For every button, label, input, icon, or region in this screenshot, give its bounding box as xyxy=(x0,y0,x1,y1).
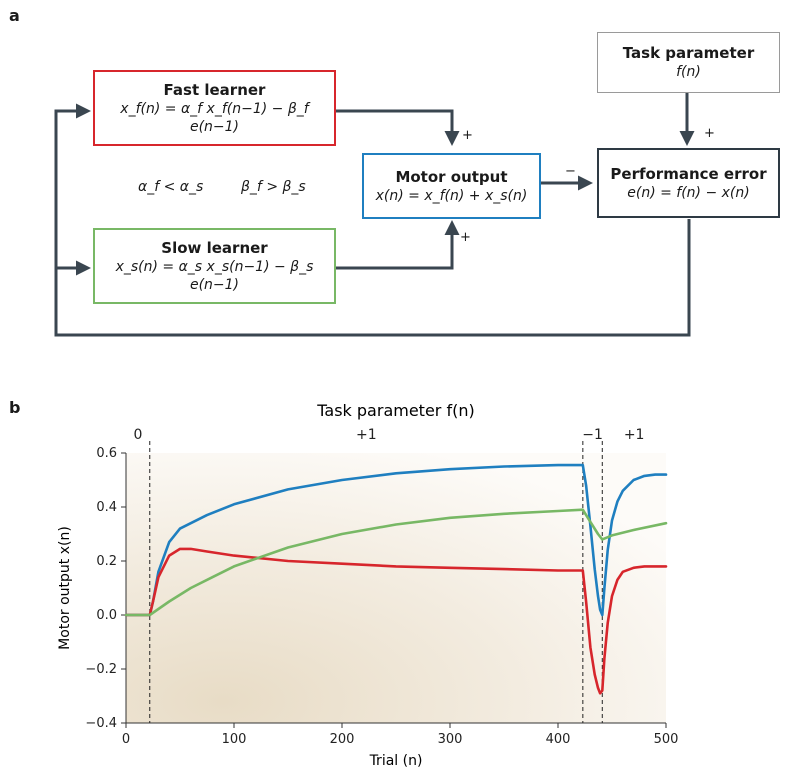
performance-error-title: Performance error xyxy=(610,164,767,183)
fast-learner-box: Fast learner x_f(n) = α_f x_f(n−1) − β_f… xyxy=(93,70,336,146)
task-parameter-box: Task parameter f(n) xyxy=(597,32,780,93)
y-tick-label: 0.0 xyxy=(96,608,117,623)
plot-background xyxy=(126,453,666,723)
phase-label: −1 xyxy=(582,427,603,443)
task-parameter-title: Task parameter xyxy=(622,44,755,62)
x-tick-label: 400 xyxy=(546,732,571,747)
y-tick-label: −0.4 xyxy=(85,716,117,731)
y-tick-label: 0.6 xyxy=(96,446,117,461)
phase-label: +1 xyxy=(624,427,645,443)
fast-to-motor-arrow xyxy=(336,109,460,146)
x-axis-label: Trial (n) xyxy=(369,753,423,769)
series-line-slow xyxy=(124,508,668,617)
y-axis-label: Motor output x(n) xyxy=(57,526,73,650)
series-line-total xyxy=(124,463,668,617)
motor-output-equation: x(n) = x_f(n) + x_s(n) xyxy=(375,187,528,204)
fast-plus-sign: + xyxy=(462,128,473,143)
slow-plus-sign: + xyxy=(460,230,471,245)
x-tick-label: 500 xyxy=(654,732,679,747)
y-tick-label: −0.2 xyxy=(85,662,117,677)
alpha-relation: α_f < α_s xyxy=(138,179,204,195)
slow-learner-equation: x_s(n) = α_s x_s(n−1) − β_s e(n−1) xyxy=(115,258,314,293)
slow-learner-box: Slow learner x_s(n) = α_s x_s(n−1) − β_s… xyxy=(93,228,336,304)
motor-output-title: Motor output xyxy=(395,167,508,186)
y-tick-label: 0.4 xyxy=(96,500,117,515)
panel-a-label: a xyxy=(9,6,20,25)
task-parameter-equation: f(n) xyxy=(676,64,701,80)
motor-minus-sign: − xyxy=(565,164,576,179)
beta-relation: β_f > β_s xyxy=(241,179,306,195)
performance-error-box: Performance error e(n) = f(n) − x(n) xyxy=(597,148,780,218)
series-line-fast xyxy=(124,547,668,695)
x-tick-label: 300 xyxy=(438,732,463,747)
x-tick-label: 200 xyxy=(330,732,355,747)
x-tick-label: 100 xyxy=(222,732,247,747)
panel-b-label: b xyxy=(9,398,21,417)
y-tick-label: 0.2 xyxy=(96,554,117,569)
performance-error-equation: e(n) = f(n) − x(n) xyxy=(627,184,750,201)
phase-label: 0 xyxy=(134,427,143,443)
fast-learner-equation: x_f(n) = α_f x_f(n−1) − β_f e(n−1) xyxy=(120,100,309,135)
slow-learner-title: Slow learner xyxy=(161,238,268,257)
phase-title: Task parameter f(n) xyxy=(316,401,474,420)
motor-output-box: Motor output x(n) = x_f(n) + x_s(n) xyxy=(362,153,541,219)
task-plus-sign: + xyxy=(704,126,715,141)
feedback-loop xyxy=(54,103,691,337)
x-tick-label: 0 xyxy=(122,732,130,747)
slow-to-motor-arrow xyxy=(336,220,460,270)
fast-learner-title: Fast learner xyxy=(163,80,266,99)
phase-label: +1 xyxy=(356,427,377,443)
